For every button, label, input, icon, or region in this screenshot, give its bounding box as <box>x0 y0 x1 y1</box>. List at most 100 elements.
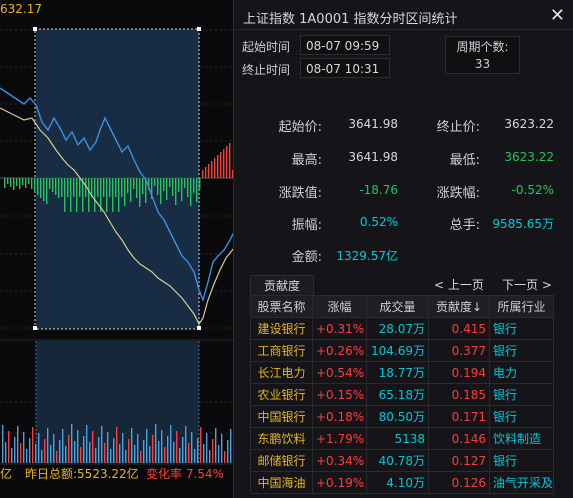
macd-bar <box>88 178 90 212</box>
table-row[interactable]: 建设银行 +0.31% 28.07万 0.415 银行 <box>250 317 554 340</box>
macd-bar <box>34 178 36 192</box>
volume-bar <box>68 435 70 463</box>
volume-bars <box>2 424 234 463</box>
low-label: 最低: <box>449 153 480 168</box>
volume-bar <box>26 449 28 463</box>
table-row[interactable]: 农业银行 +0.15% 65.18万 0.185 银行 <box>250 383 554 406</box>
macd-bar <box>58 178 60 198</box>
stock-volume: 4.10万 <box>366 471 429 494</box>
dialog-title: 上证指数 1A0001 指数分时区间统计 <box>243 12 458 27</box>
macd-bar <box>85 178 87 197</box>
volume-bar <box>179 448 181 463</box>
prev-page-button[interactable]: < 上一页 <box>434 278 484 292</box>
selection-highlight-volume <box>36 341 199 463</box>
volume-bar <box>107 432 109 463</box>
change-value: -18.76 <box>359 183 398 197</box>
table-row[interactable]: 邮储银行 +0.34% 40.78万 0.127 银行 <box>250 449 554 472</box>
volume-bar <box>98 437 100 463</box>
header-stock-name[interactable]: 股票名称 <box>250 295 313 318</box>
contrib-tab[interactable]: 贡献度 <box>250 275 314 297</box>
macd-bar <box>25 178 27 188</box>
macd-bar <box>28 178 30 184</box>
end-time-field[interactable]: 08-07 10:31 <box>300 58 390 78</box>
macd-bar <box>49 178 51 189</box>
stock-industry: 银行 <box>489 449 554 472</box>
change-label: 涨跌值: <box>278 186 322 201</box>
period-count-box: 周期个数: 33 <box>445 36 520 74</box>
period-count-label: 周期个数: <box>456 40 509 54</box>
volume-bar <box>11 448 13 463</box>
macd-bar <box>100 178 102 212</box>
table-row[interactable]: 中国银行 +0.18% 80.50万 0.171 银行 <box>250 405 554 428</box>
stock-change: +0.34% <box>312 449 367 472</box>
stock-volume: 40.78万 <box>366 449 429 472</box>
header-contribution[interactable]: 贡献度↓ <box>428 295 490 318</box>
macd-bar <box>157 178 159 195</box>
volume-bar <box>161 430 163 463</box>
macd-bar <box>193 178 195 193</box>
macd-bar <box>229 143 231 178</box>
macd-bar <box>40 178 42 198</box>
volume-bar <box>155 424 157 463</box>
amplitude-value: 0.52% <box>359 215 398 229</box>
macd-bar <box>232 170 234 178</box>
start-time-field[interactable]: 08-07 09:59 <box>300 35 390 55</box>
header-industry[interactable]: 所属行业 <box>489 295 554 318</box>
next-page-button[interactable]: 下一页 > <box>502 278 552 292</box>
stock-change: +0.18% <box>312 405 367 428</box>
stock-volume: 80.50万 <box>366 405 429 428</box>
contribution-table: 股票名称 涨幅 成交量 贡献度↓ 所属行业 建设银行 +0.31% 28.07万… <box>250 295 554 494</box>
selection-handles[interactable] <box>33 27 201 330</box>
macd-bar <box>10 178 12 187</box>
high-value: 3641.98 <box>348 150 398 164</box>
stock-name: 东鹏饮料 <box>250 427 313 450</box>
volume-bar <box>32 427 34 463</box>
volume-bar <box>212 439 214 463</box>
volume-bar <box>113 438 115 463</box>
change-pct-value: -0.52% <box>511 183 554 197</box>
volume-bar <box>65 446 67 463</box>
close-icon[interactable]: ✕ <box>549 5 565 26</box>
macd-bar <box>70 178 72 212</box>
end-price-value: 3623.22 <box>504 117 554 131</box>
macd-bar <box>22 178 24 185</box>
volume-bar <box>44 439 46 463</box>
macd-bar <box>52 178 54 192</box>
table-row[interactable]: 长江电力 +0.54% 18.77万 0.194 电力 <box>250 361 554 384</box>
macd-bar <box>13 178 15 190</box>
intraday-chart[interactable]: 632.17 亿 昨日总额:5523.22亿 变化率 7.54% <box>0 0 234 498</box>
volume-bar <box>86 425 88 463</box>
start-time-label: 起始时间 <box>242 40 291 54</box>
average-price-line <box>0 107 234 326</box>
macd-bar <box>130 178 132 202</box>
volume-bar <box>146 429 148 463</box>
volume-bar <box>206 433 208 463</box>
stock-contribution: 0.126 <box>428 471 490 494</box>
table-row[interactable]: 东鹏饮料 +1.79% 5138 0.146 饮料制造 <box>250 427 554 450</box>
volume-bar <box>38 433 40 463</box>
stock-industry: 油气开采及 <box>489 471 554 494</box>
macd-bar <box>16 178 18 186</box>
stock-contribution: 0.127 <box>428 449 490 472</box>
volume-bar <box>71 424 73 463</box>
volume-bar <box>14 437 16 463</box>
volume-bar <box>74 441 76 463</box>
volume-bar <box>122 433 124 463</box>
macd-bar <box>109 178 111 197</box>
macd-bar <box>145 178 147 203</box>
amount-value: 1329.57亿 <box>336 249 398 263</box>
stock-volume: 5138 <box>366 427 429 450</box>
table-row[interactable]: 工商银行 +0.26% 104.69万 0.377 银行 <box>250 339 554 362</box>
selection-highlight[interactable] <box>36 29 199 329</box>
header-change[interactable]: 涨幅 <box>312 295 367 318</box>
intraday-chart-svg[interactable] <box>0 0 234 498</box>
header-volume[interactable]: 成交量 <box>366 295 429 318</box>
stock-name: 中国银行 <box>250 405 313 428</box>
macd-bar <box>178 178 180 192</box>
table-header-row: 股票名称 涨幅 成交量 贡献度↓ 所属行业 <box>250 295 554 318</box>
table-row[interactable]: 中国海油 +0.19% 4.10万 0.126 油气开采及 <box>250 471 554 494</box>
macd-bar <box>205 167 207 178</box>
stock-contribution: 0.194 <box>428 361 490 384</box>
stock-volume: 65.18万 <box>366 383 429 406</box>
macd-bar <box>133 178 135 189</box>
